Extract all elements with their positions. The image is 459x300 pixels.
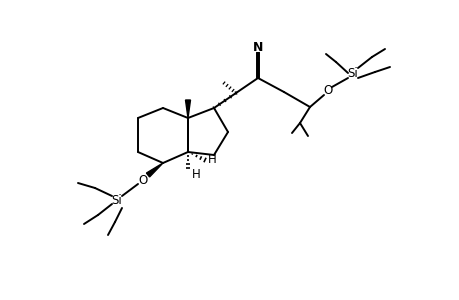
- Text: H: H: [191, 167, 200, 181]
- Text: H: H: [207, 152, 216, 166]
- Text: N: N: [252, 40, 263, 53]
- Polygon shape: [185, 100, 190, 118]
- Text: Si: Si: [112, 194, 122, 206]
- Text: Si: Si: [347, 67, 358, 80]
- Polygon shape: [146, 163, 162, 177]
- Text: O: O: [323, 83, 332, 97]
- Text: O: O: [138, 173, 147, 187]
